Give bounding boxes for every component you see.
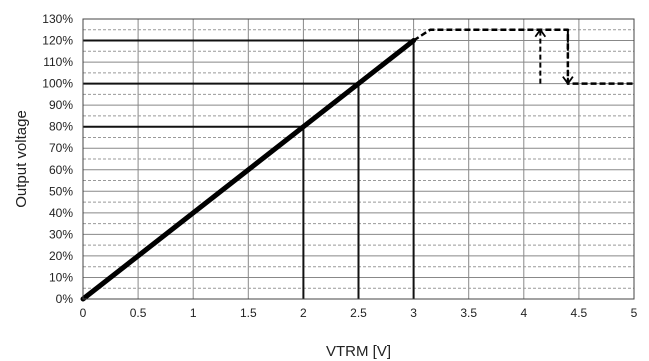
y-tick-label-1: 10% bbox=[49, 270, 73, 284]
arrow-head-0 bbox=[534, 28, 547, 38]
x-tick-label-10: 5 bbox=[631, 306, 638, 320]
x-tick-labels: 0 0.5 1 1.5 2 2.5 3 3.5 4 4.5 5 bbox=[80, 306, 638, 320]
x-tick-label-1: 0.5 bbox=[130, 306, 147, 320]
y-tick-label-12: 120% bbox=[42, 34, 73, 48]
x-tick-label-9: 4.5 bbox=[571, 306, 588, 320]
x-tick-label-6: 3 bbox=[410, 306, 417, 320]
x-tick-label-8: 4 bbox=[520, 306, 527, 320]
arrows-layer bbox=[534, 28, 574, 86]
y-tick-label-8: 80% bbox=[49, 120, 73, 134]
y-tick-label-2: 20% bbox=[49, 249, 73, 263]
reference-lines bbox=[83, 39, 415, 299]
y-tick-label-9: 90% bbox=[49, 98, 73, 112]
y-tick-label-0: 0% bbox=[56, 292, 74, 306]
x-tick-label-0: 0 bbox=[80, 306, 87, 320]
series-line-0 bbox=[80, 38, 417, 302]
x-tick-label-7: 3.5 bbox=[460, 306, 477, 320]
y-tick-label-5: 50% bbox=[49, 184, 73, 198]
y-axis-title: Output voltage bbox=[13, 110, 30, 208]
y-tick-label-4: 40% bbox=[49, 206, 73, 220]
x-tick-label-3: 1.5 bbox=[240, 306, 257, 320]
y-tick-label-6: 60% bbox=[49, 163, 73, 177]
y-tick-labels: 0% 10% 20% 30% 40% 50% 60% 70% 80% 90% 100% 110% 120… bbox=[42, 12, 73, 306]
x-tick-label-5: 2.5 bbox=[350, 306, 367, 320]
arrow-head-1 bbox=[562, 76, 574, 86]
y-tick-label-13: 130% bbox=[42, 12, 73, 26]
y-tick-label-10: 100% bbox=[42, 77, 73, 91]
y-tick-label-7: 70% bbox=[49, 141, 73, 155]
y-tick-label-3: 30% bbox=[49, 227, 73, 241]
x-tick-label-4: 2 bbox=[300, 306, 307, 320]
plot-frame bbox=[82, 18, 635, 300]
x-axis-title: VTRM [V] bbox=[326, 343, 391, 360]
y-tick-label-11: 110% bbox=[43, 55, 73, 69]
x-tick-label-2: 1 bbox=[190, 306, 197, 320]
